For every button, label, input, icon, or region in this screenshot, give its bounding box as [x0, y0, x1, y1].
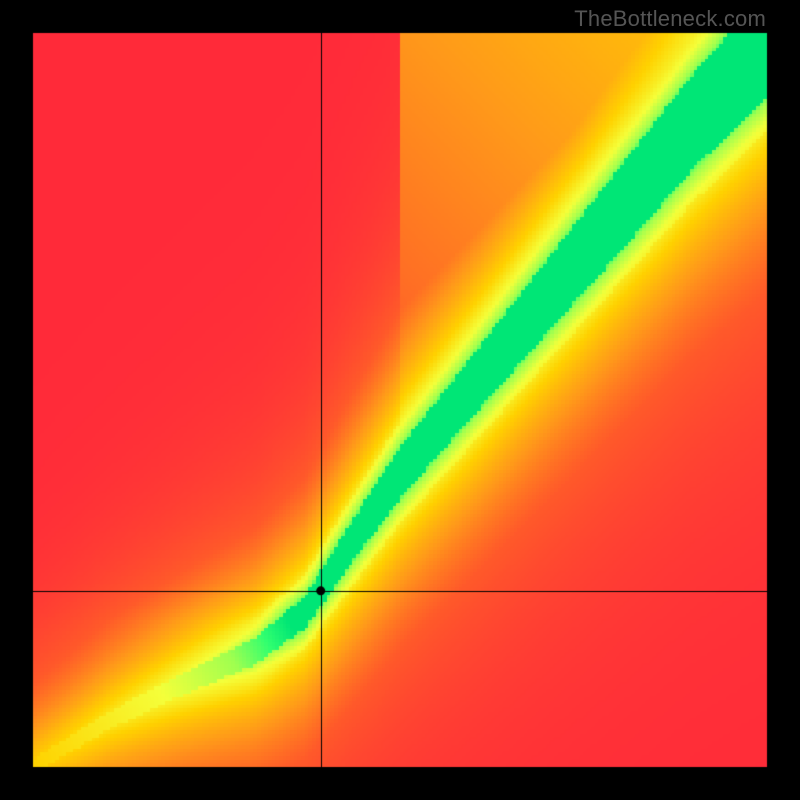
heatmap-canvas — [0, 0, 800, 800]
watermark-text: TheBottleneck.com — [574, 6, 766, 32]
chart-container: TheBottleneck.com — [0, 0, 800, 800]
